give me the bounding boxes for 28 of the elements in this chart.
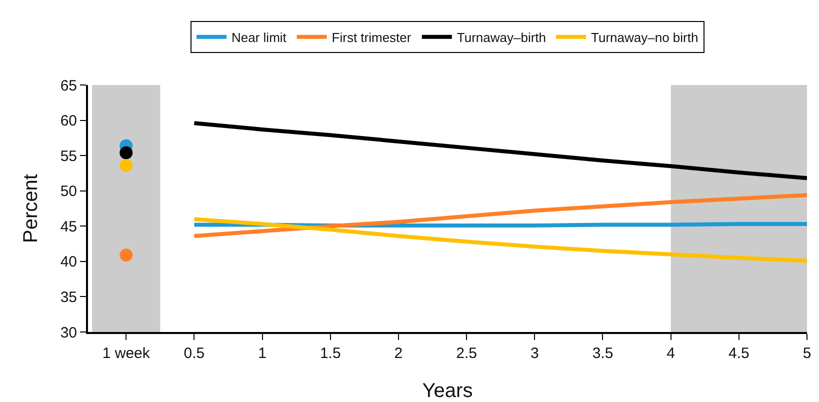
x-tick-label: 3.5 [592,345,614,362]
y-tick-label: 30 [60,324,77,342]
x-tick-label: 3 [530,345,539,362]
x-tick-label: 1 week [102,345,150,362]
y-tick-label: 55 [60,148,77,165]
legend-label: Near limit [232,30,287,45]
y-tick-label: 65 [60,77,77,94]
line-series [192,121,807,180]
line-series [192,193,807,238]
x-tick-label: 2 [394,345,403,362]
x-tick-label: 1.5 [320,345,341,362]
x-tick-label: 5 [802,345,812,362]
line-series [192,217,807,263]
y-axis-title: Percent [20,174,42,243]
x-axis-title: Years [422,380,473,402]
x-tick-label: 2.5 [456,345,477,362]
x-tick-label: 0.5 [184,345,205,362]
y-tick-label: 35 [60,288,77,306]
x-tick-label: 1 [258,345,266,362]
y-tick-label: 45 [60,218,77,236]
legend-label: Turnaway–birth [456,30,546,45]
y-tick-label: 40 [60,254,77,271]
legend-label: First trimester [332,30,412,45]
y-tick-label: 60 [60,112,77,130]
y-tick-label: 50 [60,183,77,200]
legend-label: Turnaway–no birth [591,30,698,45]
x-tick-label: 4 [666,345,675,362]
x-tick-label: 4.5 [728,345,750,362]
